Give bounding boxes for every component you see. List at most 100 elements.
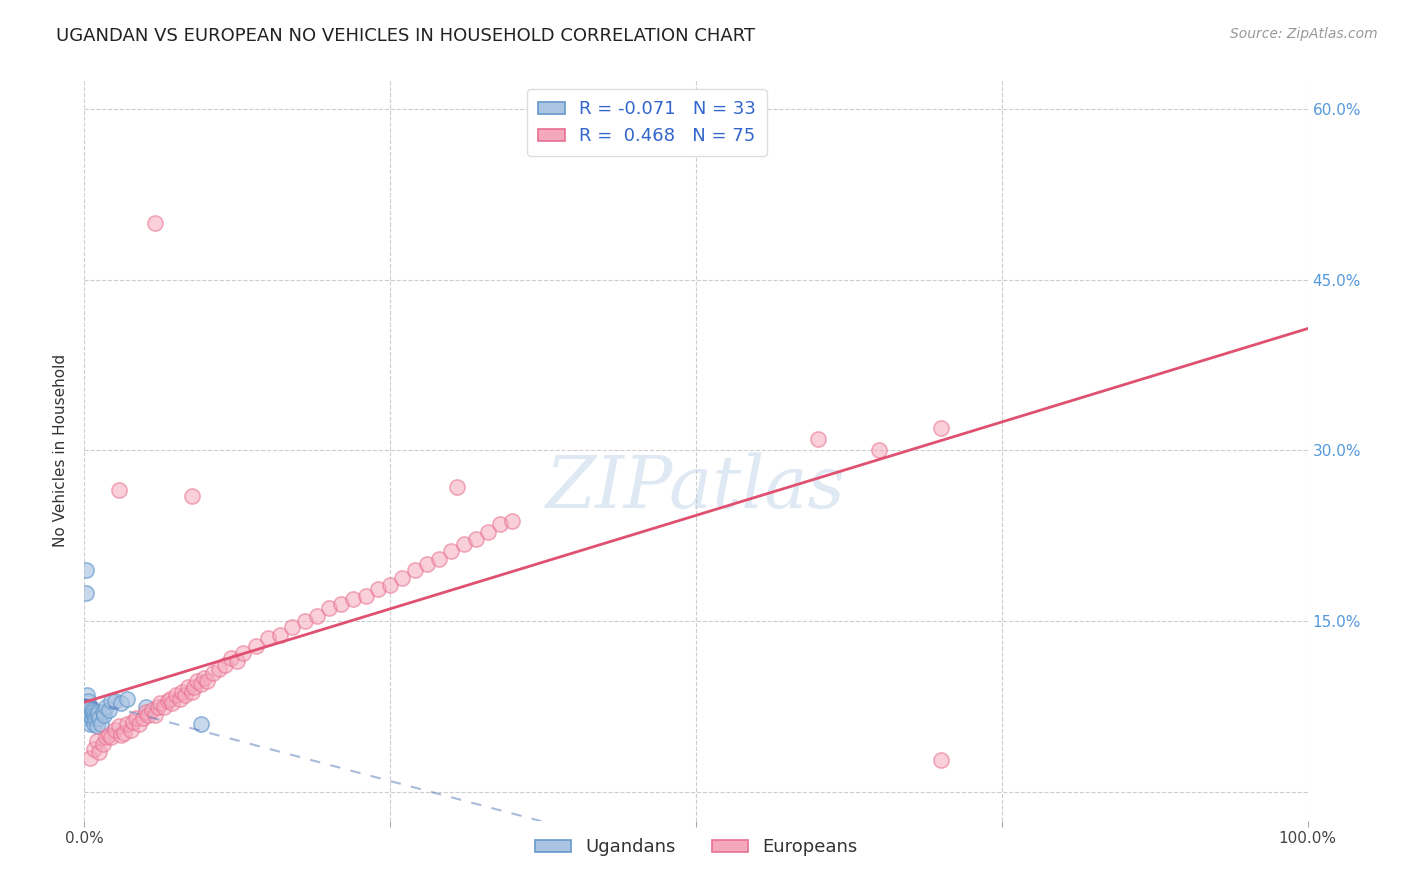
Point <box>125 711 148 725</box>
Point <box>190 716 212 731</box>
Point <box>214 657 236 672</box>
Point <box>115 691 138 706</box>
Point <box>416 558 439 572</box>
Point <box>193 671 215 685</box>
Point <box>173 689 195 703</box>
Point <box>156 694 179 708</box>
Point <box>110 728 132 742</box>
Point <box>162 696 184 710</box>
Point <box>128 716 150 731</box>
Point <box>172 685 194 699</box>
Text: UGANDAN VS EUROPEAN NO VEHICLES IN HOUSEHOLD CORRELATION CHART: UGANDAN VS EUROPEAN NO VEHICLES IN HOUSE… <box>56 27 755 45</box>
Point <box>929 753 952 767</box>
Point <box>82 706 104 720</box>
Text: Source: ZipAtlas.com: Source: ZipAtlas.com <box>1230 27 1378 41</box>
Point <box>181 685 204 699</box>
Point <box>208 662 231 676</box>
Point <box>97 728 120 742</box>
Point <box>183 681 205 695</box>
Point <box>136 707 159 722</box>
Point <box>107 719 129 733</box>
Point <box>195 673 218 688</box>
Point <box>380 578 402 592</box>
Point <box>181 489 204 503</box>
Point <box>80 711 103 725</box>
Point <box>86 707 108 722</box>
Point <box>87 706 110 720</box>
Point <box>79 699 101 714</box>
Point <box>159 691 181 706</box>
Point <box>257 632 280 646</box>
Point <box>135 699 157 714</box>
Point <box>477 525 499 540</box>
Point <box>77 706 100 720</box>
Point <box>86 719 108 733</box>
Point <box>342 591 364 606</box>
Point <box>269 628 291 642</box>
Point <box>186 673 208 688</box>
Point <box>135 706 157 720</box>
Point <box>427 551 450 566</box>
Point <box>226 654 249 668</box>
Point <box>132 711 155 725</box>
Point <box>464 533 486 547</box>
Point <box>107 483 129 498</box>
Point <box>96 731 118 745</box>
Point <box>100 731 122 745</box>
Point <box>77 694 100 708</box>
Point <box>77 711 100 725</box>
Point <box>502 514 524 528</box>
Point <box>367 582 389 597</box>
Point <box>122 714 145 729</box>
Point <box>87 711 110 725</box>
Point <box>354 589 377 603</box>
Point <box>76 689 98 703</box>
Point <box>93 707 115 722</box>
Text: ZIPatlas: ZIPatlas <box>546 452 846 523</box>
Point <box>112 726 135 740</box>
Point <box>489 517 512 532</box>
Point <box>219 650 242 665</box>
Point <box>294 615 316 629</box>
Point <box>83 742 105 756</box>
Y-axis label: No Vehicles in Household: No Vehicles in Household <box>53 354 69 547</box>
Point <box>807 432 830 446</box>
Legend: Ugandans, Europeans: Ugandans, Europeans <box>527 831 865 863</box>
Point <box>76 706 98 720</box>
Point <box>391 571 413 585</box>
Point <box>305 608 328 623</box>
Point <box>80 703 103 717</box>
Point <box>79 707 101 722</box>
Point <box>201 665 224 680</box>
Point <box>75 586 97 600</box>
Point <box>153 699 176 714</box>
Point <box>75 563 97 577</box>
Point <box>77 699 100 714</box>
Point <box>143 707 166 722</box>
Point <box>141 703 163 717</box>
Point <box>79 716 101 731</box>
Point <box>453 537 475 551</box>
Point <box>91 706 114 720</box>
Point <box>149 696 172 710</box>
Point <box>120 723 142 737</box>
Point <box>440 543 463 558</box>
Point <box>143 216 166 230</box>
Point <box>76 711 98 725</box>
Point <box>232 646 254 660</box>
Point <box>110 696 132 710</box>
Point <box>446 480 468 494</box>
Point <box>190 677 212 691</box>
Point <box>281 620 304 634</box>
Point <box>869 443 891 458</box>
Point <box>91 737 114 751</box>
Point <box>104 723 127 737</box>
Point <box>83 716 105 731</box>
Point <box>83 707 105 722</box>
Point <box>87 745 110 759</box>
Point <box>97 703 120 717</box>
Point <box>115 716 138 731</box>
Point <box>318 600 340 615</box>
Point <box>86 734 108 748</box>
Point <box>84 711 107 725</box>
